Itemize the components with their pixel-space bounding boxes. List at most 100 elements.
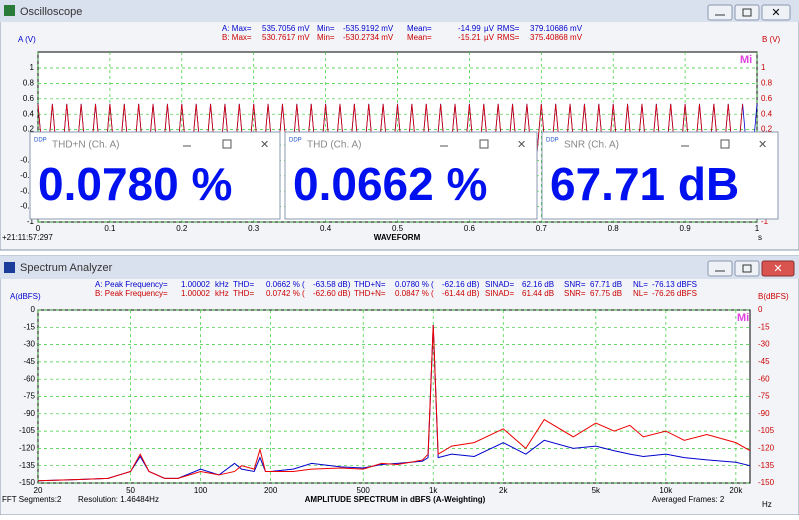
x-unit: s: [758, 233, 762, 242]
stat-text: 1.00002: [181, 289, 210, 298]
meter-window: DDP SNR (Ch. A) ✕ 67.71 dB: [541, 131, 779, 220]
x-axis-label: AMPLITUDE SPECTRUM in dBFS (A-Weighting): [305, 495, 486, 504]
meter-title: SNR (Ch. A): [564, 140, 619, 151]
window-buttons[interactable]: ✕: [707, 4, 791, 21]
maximize-button[interactable]: [734, 260, 760, 277]
close-icon[interactable]: ✕: [517, 139, 526, 151]
stat-text: Min=: [317, 24, 335, 33]
stat-text: RMS=: [497, 24, 520, 33]
y-tick-label: -15: [23, 322, 35, 331]
app-icon: [4, 5, 15, 16]
x-tick-label: 0.9: [680, 224, 692, 233]
x-tick-label: 0.1: [104, 224, 116, 233]
y-tick-label: -105: [19, 426, 36, 435]
close-icon[interactable]: ✕: [758, 139, 767, 151]
y-axis-label: A (V): [18, 35, 36, 44]
footer-text: Averaged Frames: 2: [652, 495, 725, 504]
y-tick-label: 0.8: [761, 79, 773, 88]
minimize-button[interactable]: [707, 260, 733, 277]
x-tick-label: 0.3: [248, 224, 260, 233]
x-tick-label: 50: [126, 486, 135, 495]
y-tick-label: -30: [758, 340, 770, 349]
footer-text: FFT Segments:2: [2, 495, 62, 504]
meter-icon: DDP: [546, 138, 559, 144]
logo: Mi: [740, 54, 752, 66]
window-buttons[interactable]: ✕: [707, 260, 795, 277]
stat-text: -535.9192 mV: [343, 24, 394, 33]
y-tick-label: -0.4: [20, 171, 34, 180]
y-tick-label: -1: [761, 217, 769, 226]
logo: Mi: [737, 312, 749, 324]
stat-text: SNR=: [564, 280, 586, 289]
meter-title: THD+N (Ch. A): [52, 140, 120, 151]
stat-text: -530.2734 mV: [343, 33, 394, 42]
x-tick-label: 0.8: [608, 224, 620, 233]
stat-text: -61.44 dB): [442, 289, 480, 298]
x-tick-label: 1: [755, 224, 760, 233]
stat-text: 379.10686 mV: [530, 24, 583, 33]
x-tick-label: 0.6: [464, 224, 476, 233]
max-icon: [222, 139, 232, 149]
icon: [742, 8, 752, 17]
stat-text: THD+N=: [354, 289, 386, 298]
x-axis-label: WAVEFORM: [374, 233, 421, 242]
x-tick-label: 1k: [429, 486, 438, 495]
meter-reading: 0.0780 %: [38, 158, 232, 210]
stat-text: 62.16 dB: [522, 280, 554, 289]
footer-text: Resolution: 1.46484Hz: [78, 495, 159, 504]
close-button[interactable]: [761, 4, 791, 21]
stat-text: -14.99: [458, 24, 481, 33]
y-tick-label: -0.8: [20, 202, 34, 211]
y-tick-label: -150: [19, 478, 36, 487]
stat-text: kHz: [215, 289, 229, 298]
stat-text: SNR=: [564, 289, 586, 298]
y-tick-label: 0.8: [23, 79, 35, 88]
y-axis-label: A(dBFS): [10, 292, 41, 301]
stat-text: Mean=: [407, 24, 432, 33]
minimize-button[interactable]: [707, 4, 733, 21]
stat-text: B: Peak Frequency=: [95, 289, 168, 298]
max-icon: [479, 139, 489, 149]
stat-text: THD+N=: [354, 280, 386, 289]
y-tick-label: -135: [758, 461, 775, 470]
x-tick-label: 20k: [729, 486, 743, 495]
y-tick-label: 0.4: [23, 109, 35, 118]
maximize-button[interactable]: [734, 4, 760, 21]
y-tick-label: -150: [758, 478, 775, 487]
y-tick-label: 0.4: [761, 109, 773, 118]
x-tick-label: 2k: [499, 486, 508, 495]
y-tick-label: 1: [30, 63, 35, 72]
icon: ✕: [773, 263, 782, 275]
meter-frame: [284, 131, 538, 220]
x-tick-label: 0: [36, 224, 41, 233]
timestamp: +21:11:57:297: [2, 233, 53, 242]
title-bar: [0, 256, 799, 279]
close-icon[interactable]: ✕: [260, 139, 269, 151]
stat-text: RMS=: [497, 33, 520, 42]
stat-text: A: Max=: [222, 24, 252, 33]
stat-text: A: Peak Frequency=: [95, 280, 168, 289]
y-tick-label: -0.6: [20, 186, 34, 195]
stat-text: 67.71 dB: [590, 280, 622, 289]
y-tick-label: -90: [758, 409, 770, 418]
x-tick-label: 0.2: [176, 224, 188, 233]
x-tick-label: 200: [264, 486, 278, 495]
y-tick-label: -15: [758, 322, 770, 331]
meter-reading: 0.0662 %: [293, 158, 487, 210]
stat-text: -76.26 dBFS: [652, 289, 697, 298]
stat-text: NL=: [633, 280, 648, 289]
stat-text: THD=: [233, 289, 254, 298]
title-bar: [0, 0, 799, 22]
meter-window: DDP THD+N (Ch. A) ✕ 0.0780 %: [29, 131, 281, 220]
y-axis-label: B (V): [762, 35, 781, 44]
stat-text: B: Max=: [222, 33, 252, 42]
close-button[interactable]: [761, 260, 795, 277]
y-tick-label: 0: [758, 305, 763, 314]
stat-text: 0.0780 % (: [395, 280, 434, 289]
y-tick-label: -1: [27, 217, 35, 226]
stat-text: -62.60 dB): [313, 289, 351, 298]
stat-text: 530.7617 mV: [262, 33, 310, 42]
stat-text: 1.00002: [181, 280, 210, 289]
meter-icon: DDP: [289, 138, 302, 144]
